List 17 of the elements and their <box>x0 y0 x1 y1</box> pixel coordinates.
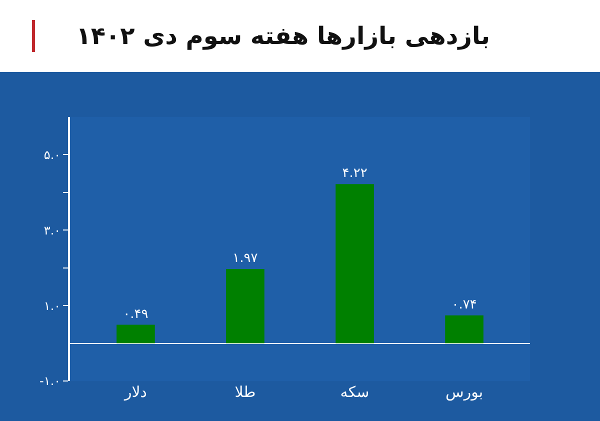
data-label: ۱.۹۷ <box>232 250 258 266</box>
data-label: ۰.۴۹ <box>123 306 148 322</box>
x-tick-label: سکه <box>340 383 370 401</box>
bar <box>116 324 155 344</box>
data-label: ۰.۷۴ <box>452 297 477 312</box>
bar <box>226 268 264 344</box>
y-tick-label: -۱.۰ <box>40 374 61 388</box>
data-label: ۴.۲۲ <box>342 166 368 182</box>
x-tick-label: طلا <box>234 383 256 401</box>
chart-title: بازدهی بازارها هفته سوم دی ۱۴۰۲ <box>76 22 490 50</box>
bar <box>445 315 484 344</box>
x-tick-label: بورس <box>446 383 484 401</box>
y-tick-label: ۳.۰ <box>44 223 61 238</box>
y-tick-label: ۱.۰ <box>44 298 61 313</box>
bar <box>336 184 374 344</box>
y-tick-label: ۵.۰ <box>44 148 61 162</box>
x-tick-label: دلار <box>123 383 147 401</box>
